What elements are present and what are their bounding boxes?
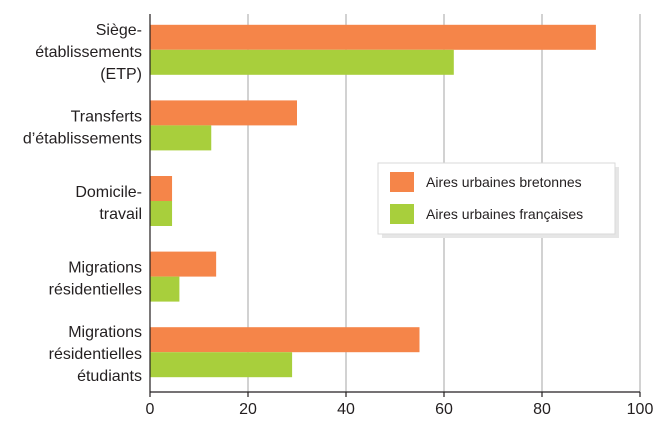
category-label-0-line-0: Siège-: [96, 22, 142, 39]
category-label-2: Domicile-travail: [75, 184, 142, 223]
axes: [149, 14, 641, 397]
x-tick-label-20: 20: [239, 401, 257, 418]
x-tick-label-60: 60: [435, 401, 453, 418]
category-label-4-line-0: Migrations: [68, 324, 142, 341]
x-tick-labels: 0 20 40 60 80 100: [146, 401, 654, 418]
category-label-4: Migrations résidentielles étudiants: [49, 324, 142, 385]
category-label-4-line-1: résidentielles: [49, 346, 142, 363]
bar-francaises-1: [150, 125, 212, 151]
category-label-4-line-2: étudiants: [77, 368, 142, 385]
bars: [150, 24, 596, 378]
category-label-3-line-1: résidentielles: [49, 282, 142, 299]
legend-label-0: Aires urbaines bretonnes: [426, 174, 582, 190]
category-label-0: Siège-établissements (ETP): [35, 22, 142, 83]
category-label-2-line-1: travail: [99, 206, 142, 223]
category-label-1-line-0: Transferts: [71, 108, 142, 125]
bar-bretonnes-0: [150, 24, 596, 50]
legend-swatch-1: [390, 204, 414, 224]
category-labels: Siège-établissements (ETP) Transferts d’éta…: [23, 22, 142, 385]
x-tick-label-0: 0: [146, 401, 155, 418]
legend: Aires urbaines bretonnes Aires urbaines f…: [377, 162, 619, 238]
category-label-3: Migrations résidentielles: [49, 260, 142, 299]
x-tick-label-80: 80: [533, 401, 551, 418]
category-label-3-line-0: Migrations: [68, 260, 142, 277]
bar-bretonnes-2: [150, 176, 173, 201]
bar-bretonnes-4: [150, 327, 420, 353]
category-label-1: Transferts d’établissements: [23, 108, 142, 147]
bar-francaises-0: [150, 49, 454, 75]
category-label-0-line-2: (ETP): [100, 66, 142, 83]
category-label-2-line-0: Domicile-: [75, 184, 142, 201]
legend-swatch-0: [390, 172, 414, 192]
x-tick-label-100: 100: [627, 401, 654, 418]
bar-francaises-2: [150, 201, 173, 226]
category-label-0-line-1: établissements: [35, 44, 142, 61]
bar-francaises-3: [150, 276, 180, 302]
legend-box: [377, 162, 616, 235]
bar-francaises-4: [150, 352, 293, 378]
x-tick-label-40: 40: [337, 401, 355, 418]
bar-bretonnes-1: [150, 100, 297, 126]
legend-label-1: Aires urbaines françaises: [426, 206, 583, 222]
category-label-1-line-1: d’établissements: [23, 130, 142, 147]
bar-bretonnes-3: [150, 251, 217, 277]
